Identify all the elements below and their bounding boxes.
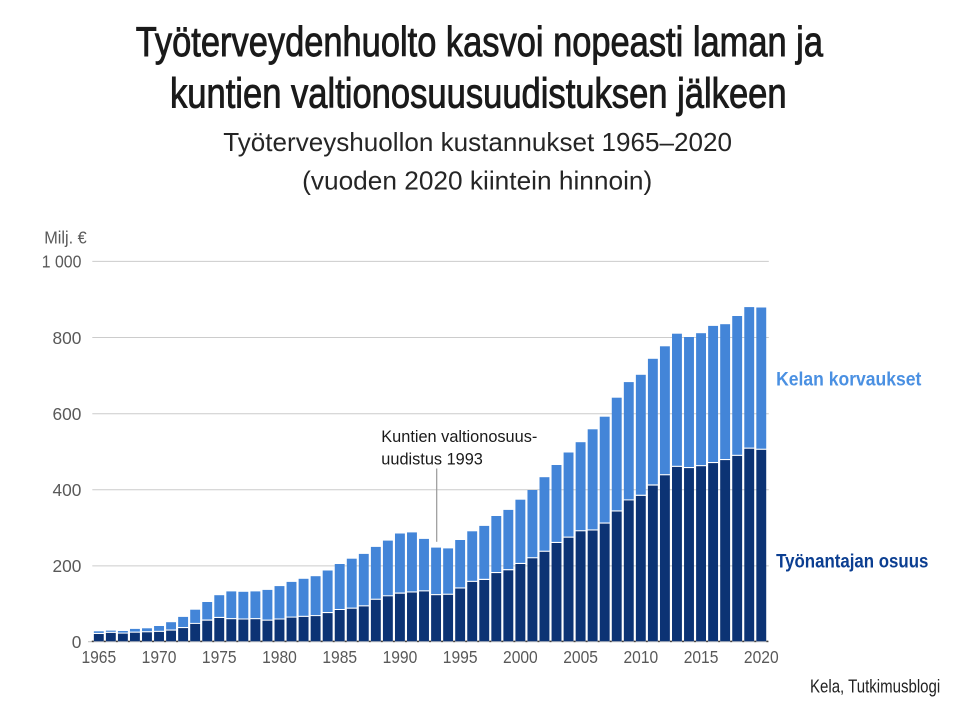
svg-text:Työnantajan osuus: Työnantajan osuus [776,551,928,572]
svg-text:2020: 2020 [744,647,779,667]
svg-text:200: 200 [53,556,82,576]
svg-text:600: 600 [53,404,82,424]
svg-text:400: 400 [53,480,82,500]
svg-text:kuntien valtionosuusuudistukse: kuntien valtionosuusuudistuksen jälkeen [170,70,787,117]
svg-text:(vuoden 2020 kiintein hinnoin): (vuoden 2020 kiintein hinnoin) [302,165,652,195]
svg-text:Kela, Tutkimusblogi: Kela, Tutkimusblogi [810,677,940,697]
svg-text:Kuntien valtionosuus-: Kuntien valtionosuus- [381,427,537,446]
svg-text:Milj. €: Milj. € [44,227,87,247]
svg-text:1980: 1980 [262,647,297,667]
svg-text:1970: 1970 [142,647,177,667]
svg-text:Työterveydenhuolto kasvoi nope: Työterveydenhuolto kasvoi nopeasti laman… [136,18,824,65]
svg-text:1 000: 1 000 [42,252,82,272]
svg-text:Työterveyshuollon kustannukset: Työterveyshuollon kustannukset 1965–2020 [223,127,732,157]
svg-text:2015: 2015 [684,647,719,667]
svg-text:800: 800 [53,328,82,348]
svg-text:2005: 2005 [563,647,598,667]
svg-text:1995: 1995 [443,647,478,667]
svg-text:1990: 1990 [383,647,418,667]
svg-text:2010: 2010 [623,647,658,667]
svg-text:1985: 1985 [322,647,357,667]
svg-text:uudistus 1993: uudistus 1993 [381,450,483,469]
svg-text:0: 0 [72,632,82,652]
svg-text:Kelan korvaukset: Kelan korvaukset [776,369,922,390]
svg-text:1975: 1975 [202,647,237,667]
svg-text:2000: 2000 [503,647,538,667]
svg-text:1965: 1965 [81,647,116,667]
